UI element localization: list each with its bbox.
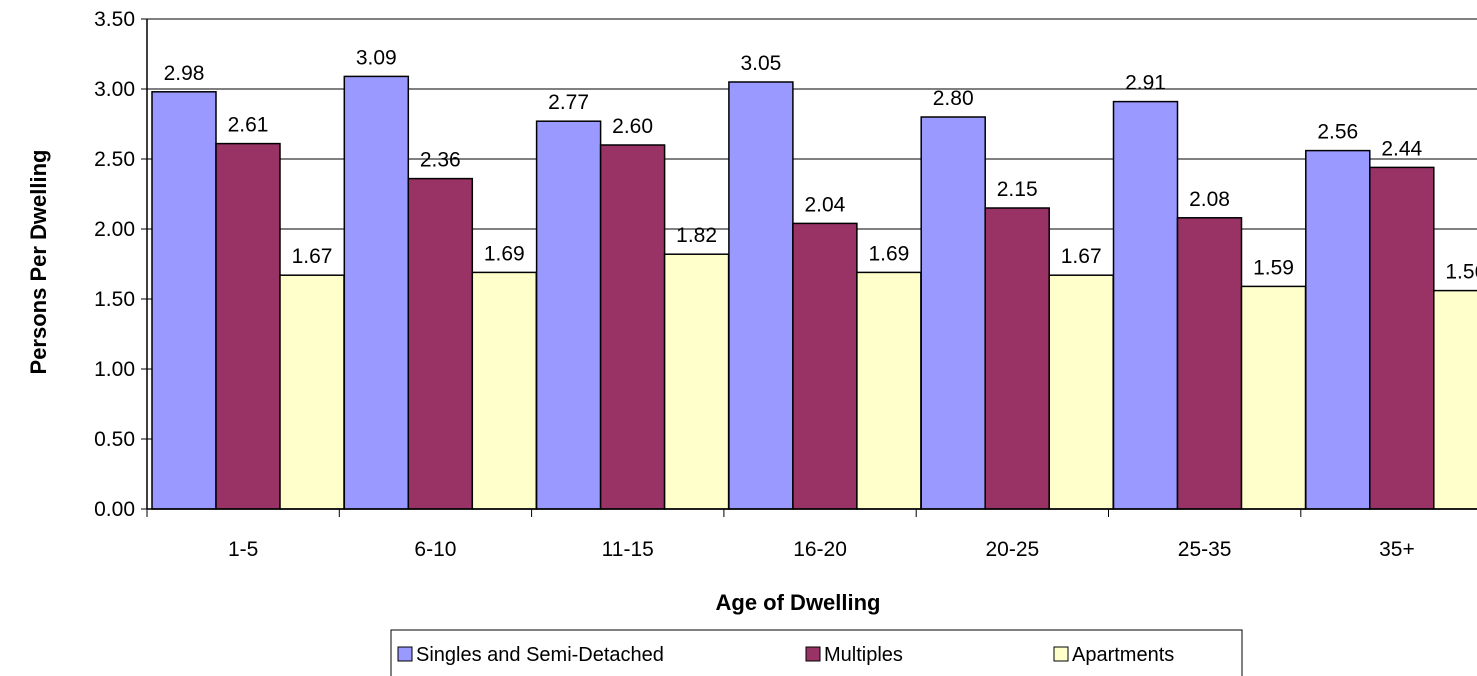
bar [599, 144, 666, 510]
data-label: 1.69 [484, 242, 525, 265]
data-label: 1.82 [676, 224, 717, 247]
legend: Singles and Semi-Detached Multiples Apartm… [390, 629, 1243, 676]
data-label: 2.36 [420, 149, 461, 172]
data-label: 2.56 [1317, 121, 1358, 144]
bar [215, 142, 281, 510]
bar [1305, 149, 1371, 510]
y-axis-title: Persons Per Dwelling [26, 150, 51, 375]
bar [1433, 289, 1477, 510]
legend-label: Singles and Semi-Detached [416, 644, 664, 666]
data-label: 2.98 [164, 62, 205, 85]
y-tick-label: 3.00 [94, 78, 135, 101]
bar [343, 75, 410, 510]
data-label: 1.59 [1253, 256, 1294, 279]
data-label: 2.80 [933, 87, 974, 110]
data-label: 1.69 [868, 242, 909, 265]
x-tick-label: 11-15 [602, 538, 654, 561]
legend-swatch [805, 646, 821, 662]
bar [471, 271, 538, 510]
y-tick-label: 0.50 [94, 428, 135, 451]
data-label: 1.56 [1445, 261, 1477, 284]
y-tick-label: 0.00 [94, 498, 135, 521]
x-tick-label: 1-5 [228, 538, 258, 561]
bar [663, 253, 730, 510]
x-tick-label: 35+ [1379, 538, 1415, 561]
x-tick-label: 25-35 [1178, 538, 1232, 561]
bar [792, 222, 858, 510]
y-tick-label: 2.50 [94, 148, 135, 171]
data-labels: 2.98 2.61 1.67 3.09 2.36 1.69 2.77 2.60 1.82 3.05… [164, 46, 1477, 283]
bar [856, 271, 922, 510]
x-tick-label: 16-20 [793, 538, 847, 561]
data-label: 2.04 [804, 193, 845, 216]
legend-swatch [397, 646, 413, 662]
y-tick-label: 3.50 [94, 8, 135, 31]
legend-label: Multiples [824, 644, 903, 666]
data-label: 2.77 [548, 91, 589, 114]
bar [1048, 274, 1114, 510]
data-label: 2.15 [997, 178, 1038, 201]
bar [1176, 217, 1243, 510]
bar [407, 177, 474, 510]
bar [151, 91, 217, 510]
data-label: 2.91 [1125, 72, 1166, 95]
bar [1369, 166, 1435, 510]
y-tick-label: 1.50 [94, 288, 135, 311]
data-label: 2.61 [228, 114, 269, 137]
bar [984, 207, 1050, 510]
x-axis-title: Age of Dwelling [716, 590, 881, 615]
y-tick-label: 2.00 [94, 218, 135, 241]
bar [1112, 100, 1179, 510]
bar [279, 274, 345, 510]
legend-swatch [1053, 646, 1069, 662]
bar [920, 116, 986, 510]
x-tick-label: 20-25 [985, 538, 1039, 561]
axes: 0.00 0.50 1.00 1.50 2.00 2.50 3.00 3.50 1-5 6-10 1… [94, 8, 1477, 561]
legend-box [390, 629, 1243, 676]
data-label: 2.60 [612, 115, 653, 138]
legend-label: Apartments [1072, 644, 1174, 666]
data-label: 1.67 [292, 245, 333, 268]
bar [1240, 285, 1307, 510]
data-label: 1.67 [1061, 245, 1102, 268]
x-tick-label: 6-10 [414, 538, 456, 561]
data-label: 3.05 [740, 52, 781, 75]
data-label: 2.44 [1381, 137, 1422, 160]
y-tick-label: 1.00 [94, 358, 135, 381]
data-label: 2.08 [1189, 188, 1230, 211]
bar [535, 120, 602, 510]
bars [151, 75, 1477, 510]
bar [728, 81, 794, 510]
data-label: 3.09 [356, 46, 397, 69]
